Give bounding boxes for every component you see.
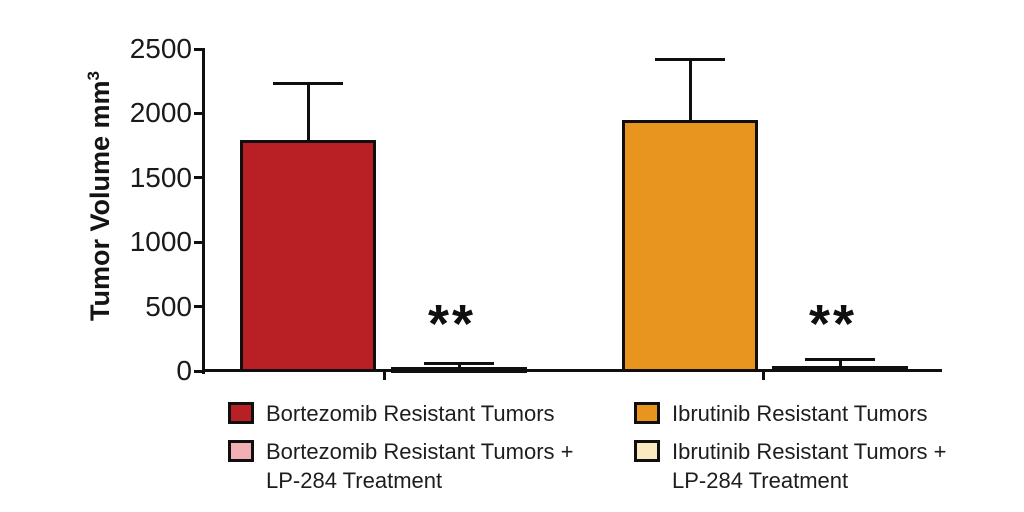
x-axis-line xyxy=(202,369,942,372)
y-tick-label-500: 500 xyxy=(145,290,192,322)
bar-ibrutinib-resistant xyxy=(622,119,758,372)
legend-swatch-bortezomib-resistant xyxy=(228,402,254,424)
legend-label-bortezomib-lp284-line-1: Bortezomib Resistant Tumors + xyxy=(266,439,574,464)
legend-label-ibrutinib-lp284: Ibrutinib Resistant Tumors + LP-284 Treat… xyxy=(672,437,947,495)
legend-label-bortezomib-resistant-line-1: Bortezomib Resistant Tumors xyxy=(266,401,555,426)
error-bar-cap-bortezomib-resistant xyxy=(273,82,343,86)
y-tick-1000 xyxy=(194,240,202,244)
legend-label-bortezomib-lp284-line-2: LP-284 Treatment xyxy=(266,468,443,493)
legend-label-ibrutinib-lp284-line-2: LP-284 Treatment xyxy=(672,468,849,493)
x-group-tick-2 xyxy=(761,372,765,380)
x-group-tick-1 xyxy=(382,372,386,380)
legend-item-ibrutinib-resistant: Ibrutinib Resistant Tumors xyxy=(634,399,928,428)
bar-bortezomib-lp284 xyxy=(391,367,527,374)
bar-ibrutinib-lp284 xyxy=(772,365,908,372)
legend-swatch-bortezomib-lp284 xyxy=(228,440,254,462)
legend-label-ibrutinib-lp284-line-1: Ibrutinib Resistant Tumors + xyxy=(672,439,947,464)
y-tick-label-0: 0 xyxy=(176,355,192,386)
y-tick-500 xyxy=(194,305,202,309)
bar-bortezomib-resistant xyxy=(240,140,376,372)
error-bar-stem-bortezomib-resistant xyxy=(306,83,310,143)
y-tick-label-2500: 2500 xyxy=(129,33,192,64)
error-bar-stem-ibrutinib-resistant xyxy=(688,59,692,122)
y-tick-0 xyxy=(194,369,202,373)
error-bar-stem-bortezomib-lp284 xyxy=(457,363,461,370)
error-bar-stem-ibrutinib-lp284 xyxy=(838,359,842,368)
y-axis-line xyxy=(202,48,205,374)
legend-label-ibrutinib-resistant-line-1: Ibrutinib Resistant Tumors xyxy=(672,401,928,426)
significance-stars-bortezomib-lp284: ** xyxy=(427,294,477,354)
legend-swatch-ibrutinib-resistant xyxy=(634,402,660,424)
y-tick-label-2000: 2000 xyxy=(129,97,192,129)
legend-item-bortezomib-lp284: Bortezomib Resistant Tumors + LP-284 Trea… xyxy=(228,437,574,495)
legend-item-bortezomib-resistant: Bortezomib Resistant Tumors xyxy=(228,399,555,428)
y-tick-1500 xyxy=(194,176,202,180)
legend-item-ibrutinib-lp284: Ibrutinib Resistant Tumors + LP-284 Treat… xyxy=(634,437,947,495)
y-tick-2500 xyxy=(194,47,202,51)
y-tick-2000 xyxy=(194,111,202,115)
error-bar-cap-bortezomib-lp284 xyxy=(424,362,494,366)
legend-label-bortezomib-resistant: Bortezomib Resistant Tumors xyxy=(266,399,555,428)
legend-swatch-ibrutinib-lp284 xyxy=(634,440,660,462)
y-tick-label-1000: 1000 xyxy=(129,226,192,258)
error-bar-cap-ibrutinib-lp284 xyxy=(805,357,875,361)
legend-label-bortezomib-lp284: Bortezomib Resistant Tumors + LP-284 Trea… xyxy=(266,437,574,495)
legend-label-ibrutinib-resistant: Ibrutinib Resistant Tumors xyxy=(672,399,928,428)
error-bar-cap-ibrutinib-resistant xyxy=(655,58,725,62)
significance-stars-ibrutinib-lp284: ** xyxy=(808,294,858,354)
y-tick-label-1500: 1500 xyxy=(129,161,192,193)
